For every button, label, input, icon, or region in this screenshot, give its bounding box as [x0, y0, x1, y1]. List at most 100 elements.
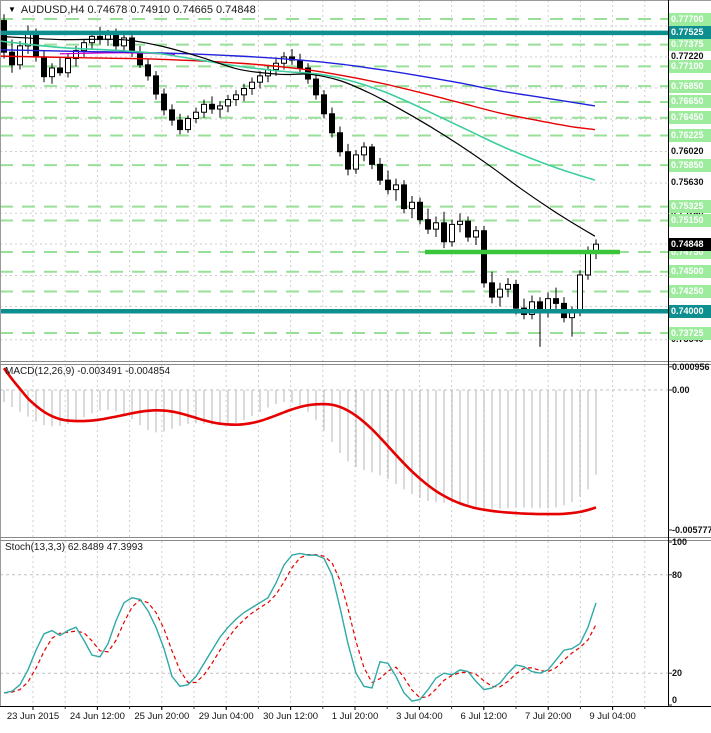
- price-axis-label: 0.77220: [669, 50, 711, 63]
- bear-candle: [385, 179, 391, 191]
- stoch-axis-label: 100: [672, 537, 688, 547]
- bear-candle: [153, 75, 159, 95]
- bear-candle: [401, 184, 407, 210]
- bear-candle: [161, 93, 167, 111]
- time-axis-label: 1 Jul 20:00: [331, 711, 379, 722]
- bull-candle: [497, 288, 503, 298]
- ma-green-line: [0, 40, 596, 181]
- bull-candle: [121, 37, 127, 47]
- ma-red-line: [0, 55, 596, 131]
- time-axis-label: 30 Jun 12:00: [263, 711, 319, 722]
- teal-band-lines[interactable]: [0, 30, 668, 314]
- bull-candle: [185, 118, 191, 131]
- bear-candle: [345, 151, 351, 170]
- candles-layer: [1, 14, 599, 347]
- bull-candle: [577, 274, 583, 312]
- price-axis-label: 0.76850: [669, 80, 711, 93]
- bull-candle: [193, 111, 199, 120]
- bear-candle: [377, 163, 383, 181]
- price-axis-label: 0.75630: [669, 176, 711, 189]
- bear-candle: [425, 219, 431, 230]
- price-axis-label: 0.75850: [669, 159, 711, 172]
- time-axis-label: 23 Jun 2015: [6, 711, 60, 722]
- bear-candle: [369, 146, 375, 165]
- price-axis-label: 0.75325: [669, 200, 711, 213]
- bear-candle: [313, 78, 319, 96]
- price-axis-label: 0.74250: [669, 285, 711, 298]
- bull-candle: [473, 230, 479, 238]
- bull-candle: [81, 42, 87, 52]
- macd-histogram: [3, 390, 597, 509]
- price-axis-label: 0.76225: [669, 129, 711, 142]
- chart-title-text: AUDUSD,H4 0.74678 0.74910 0.74665 0.7484…: [20, 4, 256, 16]
- stoch-indicator-label: Stoch(13,3,3) 62.8489 47.3993: [5, 542, 143, 553]
- bear-candle: [297, 59, 303, 69]
- bull-candle: [449, 223, 455, 243]
- bear-candle: [145, 64, 151, 77]
- macd-axis-label: -0.005777: [672, 525, 711, 535]
- bear-candle: [481, 230, 487, 284]
- stoch-level-lines: [0, 574, 668, 674]
- bull-candle: [73, 50, 79, 59]
- bull-candle: [217, 105, 223, 110]
- bull-candle: [249, 81, 255, 90]
- ma-black-line: [0, 35, 596, 237]
- price-axis-label: 0.76650: [669, 95, 711, 108]
- bull-candle: [529, 301, 535, 315]
- price-axis-label: 0.76450: [669, 111, 711, 124]
- price-axis-label: 0.73725: [669, 327, 711, 340]
- bear-candle: [329, 113, 335, 134]
- price-axis-label: 0.77700: [669, 13, 711, 26]
- bear-candle: [169, 109, 175, 121]
- bull-candle: [393, 184, 399, 191]
- bear-candle: [41, 56, 47, 78]
- bear-candle: [321, 94, 327, 115]
- macd-axis-label: 0.00: [672, 385, 690, 395]
- bull-candle: [201, 103, 207, 113]
- bull-candle: [281, 56, 287, 64]
- macd-signal-line: [2, 367, 597, 516]
- price-axis-label: 0.77375: [669, 38, 711, 51]
- bull-candle: [225, 99, 231, 107]
- time-axis-label: 7 Jul 20:00: [524, 711, 572, 722]
- time-axis-label: 9 Jul 04:00: [589, 711, 636, 722]
- bull-candle: [65, 58, 71, 74]
- stoch-axis-label: 80: [672, 570, 683, 580]
- bull-candle: [457, 220, 463, 225]
- panel-borders: [0, 0, 711, 707]
- price-axis-label: 0.75150: [669, 214, 711, 227]
- bear-candle: [465, 220, 471, 238]
- bear-candle: [553, 298, 559, 304]
- gray-grid-lines: [0, 25, 668, 341]
- bear-candle: [209, 103, 215, 110]
- stoch-d-line: [3, 553, 597, 699]
- chart-title: ▼ AUDUSD,H4 0.74678 0.74910 0.74665 0.74…: [8, 4, 256, 16]
- price-axis-label: 0.74500: [669, 265, 711, 278]
- stoch-axis-label: 20: [672, 668, 683, 678]
- bear-candle: [177, 119, 183, 131]
- time-axis-label: 29 Jun 04:00: [198, 711, 254, 722]
- bull-candle: [241, 88, 247, 96]
- bull-candle: [361, 146, 367, 156]
- bear-candle: [113, 34, 119, 47]
- bull-candle: [353, 154, 359, 170]
- bull-candle: [49, 67, 55, 78]
- stoch-k-line: [3, 552, 597, 702]
- price-axis-label: 0.76020: [669, 145, 711, 158]
- bull-candle: [433, 222, 439, 230]
- price-axis-label: 0.74000: [669, 305, 711, 318]
- time-axis-label: 6 Jul 12:00: [460, 711, 508, 722]
- bear-candle: [417, 201, 423, 221]
- time-axis-label: 25 Jun 20:00: [134, 711, 190, 722]
- bear-candle: [489, 282, 495, 298]
- bear-candle: [57, 67, 63, 74]
- green-level-lines: [0, 18, 668, 335]
- collapse-arrow-icon[interactable]: ▼: [8, 5, 16, 14]
- bull-candle: [233, 94, 239, 101]
- time-axis-label: 24 Jun 12:00: [69, 711, 125, 722]
- bear-candle: [337, 132, 343, 153]
- bear-candle: [9, 51, 15, 66]
- bull-candle: [409, 201, 415, 210]
